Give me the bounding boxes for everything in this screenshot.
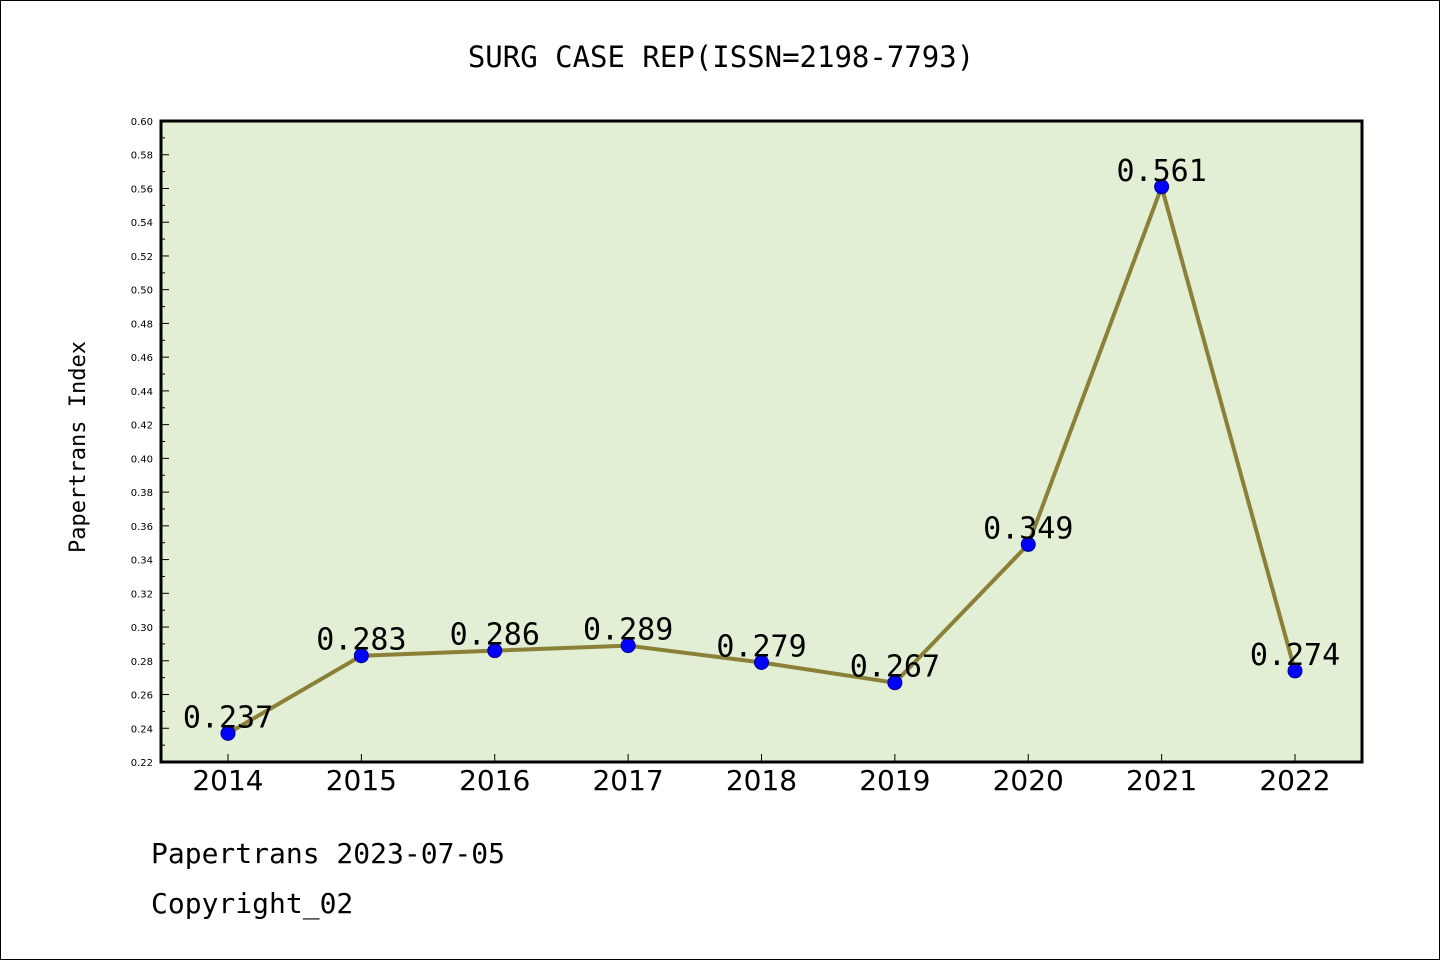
x-tick-label: 2020 (993, 764, 1064, 797)
y-tick-label: 0.24 (131, 724, 153, 735)
y-tick-label: 0.26 (131, 691, 153, 702)
y-tick-label: 0.44 (131, 387, 153, 398)
y-tick-label: 0.60 (131, 117, 153, 128)
data-labels: 0.237 0.283 0.286 0.289 0.279 0.267 0.349 0.561… (183, 154, 1340, 736)
y-tick-label: 0.56 (131, 184, 153, 195)
data-label: 0.283 (316, 623, 406, 658)
y-tick-label: 0.54 (131, 218, 153, 229)
y-axis-label: Papertrans Index (66, 341, 91, 553)
data-point (887, 675, 903, 691)
data-point (353, 648, 369, 664)
data-label: 0.289 (583, 613, 673, 648)
footer-copyright: Copyright_02 (151, 887, 354, 920)
y-tick-label: 0.38 (131, 488, 153, 499)
y-tick-label: 0.32 (131, 589, 153, 600)
y-tick-label: 0.28 (131, 657, 153, 668)
data-points (220, 179, 1303, 741)
y-tick-label: 0.34 (131, 556, 153, 567)
data-point (620, 638, 636, 654)
y-tick-label: 0.40 (131, 454, 153, 465)
y-tick-label: 0.46 (131, 353, 153, 364)
x-tick-label: 2016 (459, 764, 530, 797)
x-tick-label: 2022 (1259, 764, 1330, 797)
data-point (1287, 663, 1303, 679)
y-tick-label: 0.22 (131, 758, 153, 769)
y-tick-label: 0.30 (131, 623, 153, 634)
y-tick-label: 0.42 (131, 421, 153, 432)
data-label: 0.561 (1116, 154, 1206, 189)
data-label: 0.237 (183, 700, 273, 735)
y-tick-label: 0.50 (131, 286, 153, 297)
data-label: 0.274 (1250, 638, 1340, 673)
x-tick-label: 2017 (592, 764, 663, 797)
data-point (487, 643, 503, 659)
y-tick-label: 0.36 (131, 522, 153, 533)
footer-date: Papertrans 2023-07-05 (151, 837, 506, 870)
y-axis: 0.22 0.24 0.26 0.28 0.30 0.32 0.34 0.36 0.38 0.40… (131, 117, 169, 769)
x-tick-label: 2021 (1126, 764, 1197, 797)
data-label: 0.279 (716, 629, 806, 664)
data-point (220, 725, 236, 741)
x-axis: 2014 2015 2016 2017 2018 2019 2020 2021 2022 (192, 754, 1331, 797)
y-tick-label: 0.58 (131, 151, 153, 162)
data-label: 0.286 (450, 618, 540, 653)
data-label: 0.349 (983, 511, 1073, 546)
x-tick-label: 2014 (192, 764, 263, 797)
y-tick-label: 0.48 (131, 319, 153, 330)
data-point (1020, 536, 1036, 552)
x-tick-label: 2019 (859, 764, 930, 797)
data-point (754, 654, 769, 670)
x-tick-label: 2018 (726, 764, 797, 797)
chart-title: SURG CASE REP(ISSN=2198-7793) (468, 40, 974, 74)
y-tick-label: 0.52 (131, 252, 153, 263)
data-point (1154, 179, 1170, 195)
x-tick-label: 2015 (326, 764, 397, 797)
data-label: 0.267 (850, 650, 940, 685)
